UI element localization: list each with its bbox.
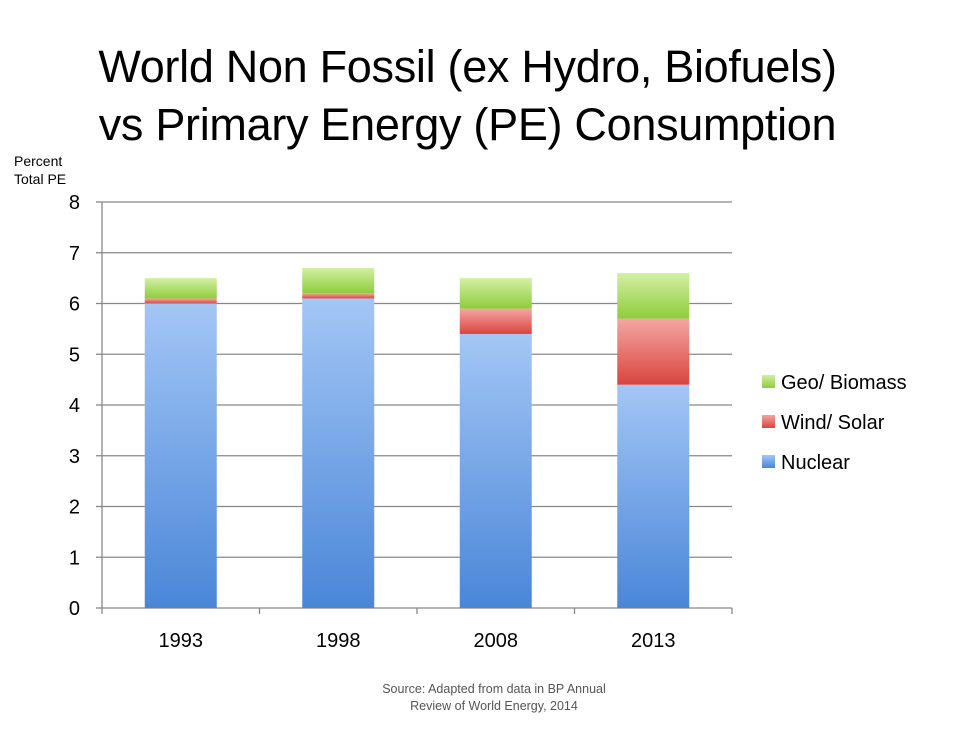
y-tick-label-4: 4	[69, 395, 80, 417]
source-line-1: Source: Adapted from data in BP Annual	[382, 682, 606, 696]
chart-title-line-1: World Non Fossil (ex Hydro, Biofuels)	[98, 41, 837, 92]
legend-swatch-wind-solar	[762, 415, 775, 428]
x-tick-label-2013: 2013	[631, 630, 676, 652]
bar-2013-nuclear	[617, 384, 690, 608]
x-tick-label-2008: 2008	[474, 630, 519, 652]
legend-label-nuclear: Nuclear	[781, 452, 850, 474]
bar-1998-nuclear	[302, 298, 375, 608]
y-tick-label-6: 6	[69, 294, 80, 316]
bar-1993-wind-solar	[144, 298, 217, 304]
chart-title: World Non Fossil (ex Hydro, Biofuels) vs…	[0, 38, 935, 154]
bar-2008-geo-biomass	[459, 278, 532, 309]
y-tick-label-8: 8	[69, 192, 80, 214]
chart-title-line-2: vs Primary Energy (PE) Consumption	[98, 99, 837, 150]
source-line-2: Review of World Energy, 2014	[410, 699, 578, 713]
y-tick-label-7: 7	[69, 243, 80, 265]
legend-swatch-geo-biomass	[762, 375, 775, 388]
legend-label-geo-biomass: Geo/ Biomass	[781, 372, 907, 394]
y-tick-label-5: 5	[69, 344, 80, 366]
bar-2013-geo-biomass	[617, 273, 690, 319]
bar-1998-geo-biomass	[302, 267, 375, 294]
source-note: Source: Adapted from data in BP Annual R…	[300, 681, 688, 715]
bar-1998-wind-solar	[302, 293, 375, 299]
bar-2013-wind-solar	[617, 318, 690, 385]
y-axis-label: Percent Total PE	[14, 152, 66, 188]
bar-1993-geo-biomass	[144, 278, 217, 299]
y-tick-label-3: 3	[69, 446, 80, 468]
y-axis-label-line-2: Total PE	[14, 171, 67, 187]
y-tick-label-0: 0	[69, 598, 80, 620]
y-tick-label-2: 2	[69, 497, 80, 519]
y-axis-label-line-1: Percent	[14, 153, 63, 169]
legend-label-wind-solar: Wind/ Solar	[781, 412, 885, 434]
x-tick-label-1993: 1993	[159, 630, 204, 652]
legend-swatch-nuclear	[762, 455, 775, 468]
x-tick-label-1998: 1998	[316, 630, 361, 652]
y-tick-label-1: 1	[69, 547, 80, 569]
bar-2008-wind-solar	[459, 308, 532, 334]
bar-1993-nuclear	[144, 303, 217, 608]
bar-2008-nuclear	[459, 333, 532, 608]
